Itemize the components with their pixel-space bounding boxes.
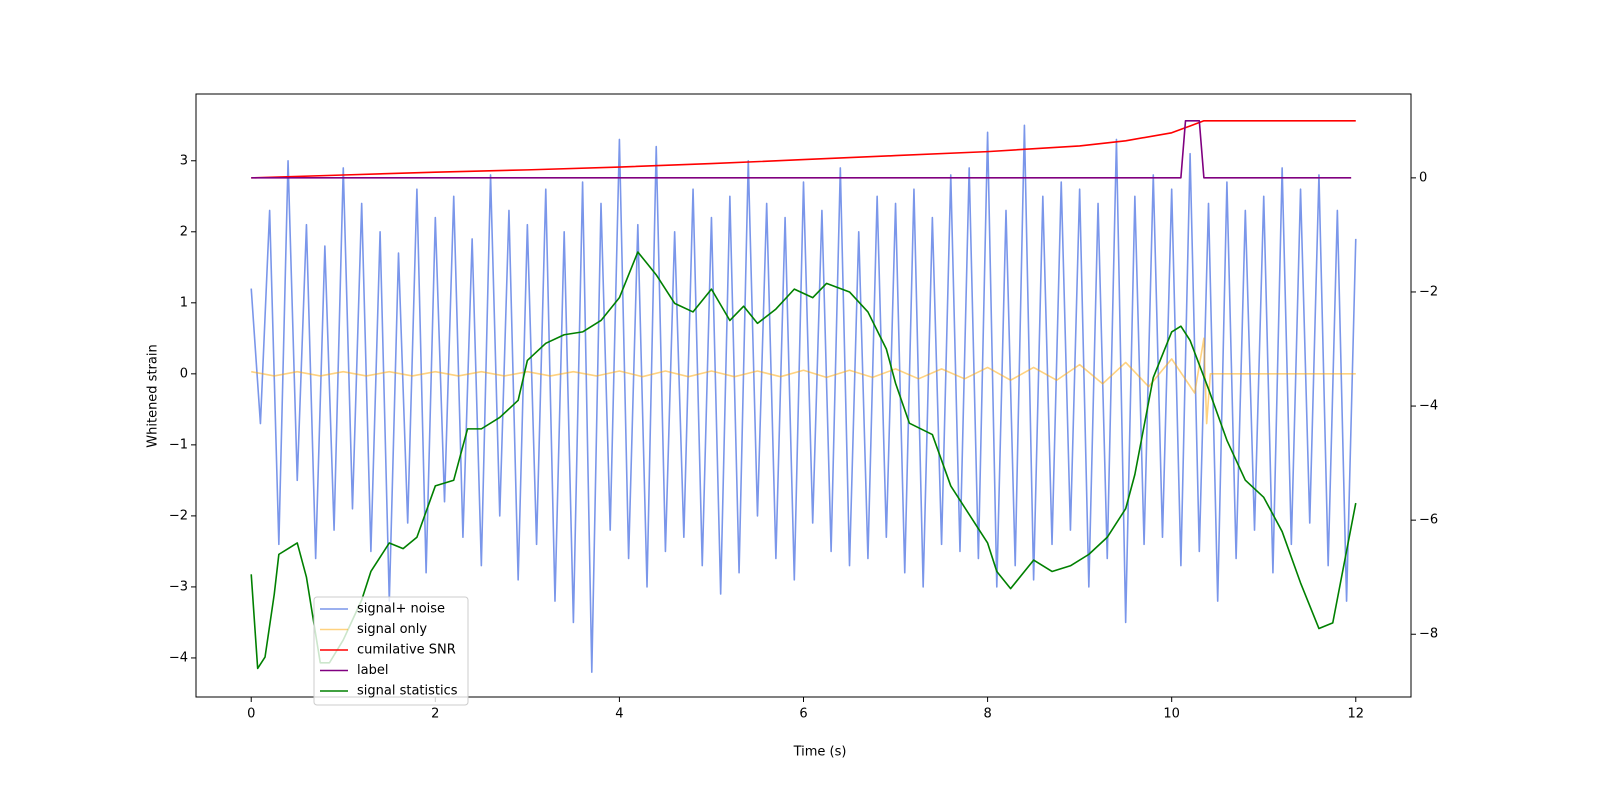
x-tick-label: 0 (247, 707, 255, 722)
y-tick-label: −4 (169, 650, 188, 665)
legend-label: signal+ noise (357, 602, 445, 617)
x-tick-label: 10 (1163, 707, 1180, 722)
y-tick-label: −3 (169, 579, 188, 594)
legend: signal+ noise signal only cumilative SNR la… (313, 596, 469, 706)
y-tick-label: 1 (180, 295, 188, 310)
series-line (250, 124, 1357, 673)
y-axis-label: Whitened strain (146, 344, 161, 447)
legend-label: cumilative SNR (357, 643, 456, 658)
y2-tick-label: 0 (1419, 170, 1427, 185)
legend-box (313, 596, 469, 706)
legend-label: signal only (357, 622, 427, 637)
x-axis-label: Time (s) (793, 745, 847, 760)
y-tick-label: −1 (169, 437, 188, 452)
y2-tick-label: −6 (1419, 513, 1438, 528)
y2-tick-label: −8 (1419, 627, 1438, 642)
x-tick-label: 2 (431, 707, 439, 722)
series-line (250, 251, 1357, 670)
y-tick-label: 0 (180, 366, 188, 381)
series-line (251, 120, 1352, 179)
y2-tick-label: −2 (1419, 284, 1438, 299)
y-tick-label: −2 (169, 508, 188, 523)
y-tick-label: 3 (180, 153, 188, 168)
y-tick-label: 2 (180, 224, 188, 239)
legend-label: signal statistics (357, 684, 458, 699)
series-line (251, 120, 1356, 179)
x-tick-label: 12 (1347, 707, 1364, 722)
x-tick-label: 8 (983, 707, 991, 722)
x-tick-label: 6 (799, 707, 807, 722)
legend-label: label (357, 663, 388, 678)
series-line (251, 337, 1356, 425)
y2-tick-label: −4 (1419, 399, 1438, 414)
x-tick-label: 4 (615, 707, 623, 722)
